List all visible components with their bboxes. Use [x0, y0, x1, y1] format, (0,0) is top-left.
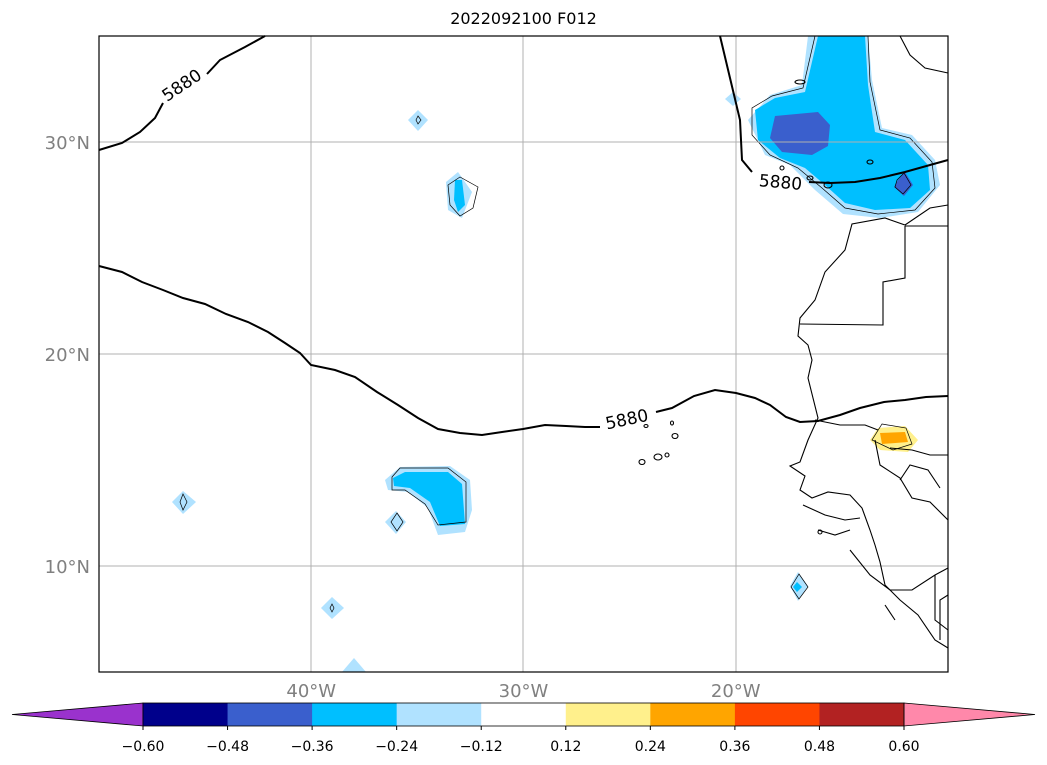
shaded-region-small-5 — [321, 597, 344, 619]
colorbar-tick-label: 0.48 — [804, 739, 835, 755]
contour-5880-northwest — [98, 35, 266, 151]
colorbar-tick-label: 0.36 — [719, 739, 750, 755]
shaded-region-northeast-core — [770, 112, 830, 155]
shaded-region-south-inner — [393, 472, 465, 526]
colorbar-segment — [312, 703, 398, 726]
gridlines — [99, 36, 948, 672]
map-title: 2022092100 F012 — [450, 9, 597, 28]
shaded-region-small-7-core — [793, 582, 802, 592]
shaded-region-small-2-core — [454, 180, 465, 212]
colorbar-segment — [396, 703, 482, 726]
shaded-region-small-6 — [342, 658, 366, 672]
latitude-labels: 30°N 20°N 10°N — [45, 133, 90, 578]
longitude-label: 20°W — [711, 681, 761, 702]
map-area: 5880 5880 5880 — [98, 35, 949, 673]
contour-5880-central — [98, 265, 949, 437]
coastlines — [638, 35, 949, 649]
anomaly-contours — [179, 35, 936, 613]
map-frame — [98, 35, 949, 673]
shaded-region-small-4 — [385, 511, 406, 534]
colorbar-segment — [481, 703, 567, 726]
shaded-region-positive-inner — [880, 432, 908, 444]
colorbar-segment — [227, 703, 313, 726]
shaded-fields — [172, 36, 940, 672]
contour-label-northeast: 5880 — [758, 171, 803, 195]
colorbar: −0.60 −0.48 −0.36 −0.24 −0.12 0.12 0.24 0.36 0.4… — [11, 702, 1036, 755]
longitude-label: 30°W — [499, 681, 549, 702]
contour-5880-northeast — [719, 35, 949, 185]
latitude-label: 30°N — [45, 133, 90, 154]
colorbar-tick-label: 0.12 — [550, 739, 581, 755]
colorbar-tick-label: 0.24 — [635, 739, 666, 755]
colorbar-tick-label: −0.48 — [206, 739, 249, 755]
longitude-label: 40°W — [286, 681, 336, 702]
colorbar-segment — [734, 703, 820, 726]
shaded-region-small-3 — [172, 491, 196, 514]
longitude-labels: 40°W 30°W 20°W — [286, 681, 760, 702]
colorbar-tick-label: −0.24 — [375, 739, 418, 755]
colorbar-tick-label: −0.12 — [460, 739, 503, 755]
shaded-region-northeast-speck — [725, 92, 741, 106]
colorbar-extend-high — [903, 702, 1036, 727]
colorbar-tick-label: 0.60 — [888, 739, 919, 755]
latitude-label: 10°N — [45, 557, 90, 578]
colorbar-border — [142, 702, 905, 727]
shaded-region-small-1 — [408, 110, 428, 131]
colorbar-segment — [819, 703, 905, 726]
colorbar-tick-label: −0.60 — [122, 739, 165, 755]
colorbar-segment — [565, 703, 651, 726]
shaded-region-northeast-inner — [755, 36, 930, 210]
colorbar-segment — [143, 703, 229, 726]
height-contours — [98, 35, 949, 437]
colorbar-tick-label: −0.36 — [291, 739, 334, 755]
colorbar-segment — [650, 703, 736, 726]
latitude-label: 20°N — [45, 345, 90, 366]
colorbar-extend-low — [11, 702, 144, 727]
